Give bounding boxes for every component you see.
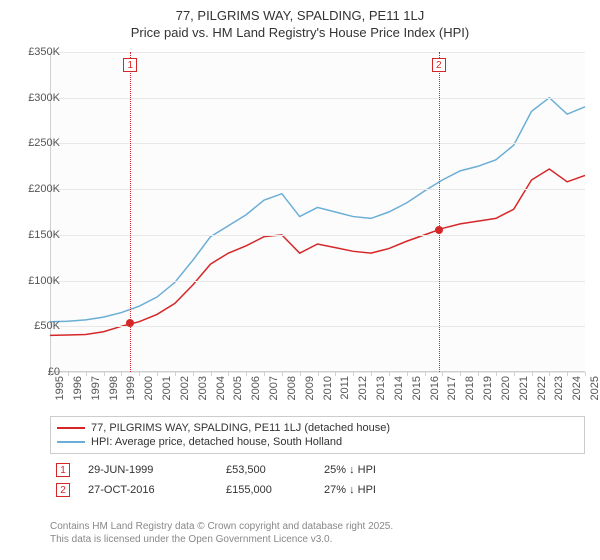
- x-tick-label: 2024: [571, 376, 583, 400]
- sales-price: £53,500: [226, 464, 306, 476]
- sale-marker-box-1: 1: [123, 58, 137, 72]
- x-tick-label: 2005: [232, 376, 244, 400]
- x-tick-label: 1995: [54, 376, 66, 400]
- sale-point-1: [126, 319, 134, 327]
- chart-title: 77, PILGRIMS WAY, SPALDING, PE11 1LJ: [0, 0, 600, 23]
- x-tick: [246, 372, 247, 376]
- legend-swatch: [57, 427, 85, 429]
- x-tick-label: 2003: [197, 376, 209, 400]
- x-tick-label: 1996: [72, 376, 84, 400]
- x-tick: [478, 372, 479, 376]
- x-tick: [175, 372, 176, 376]
- y-tick-label: £300K: [28, 92, 60, 104]
- x-tick: [460, 372, 461, 376]
- sales-diff: 27% ↓ HPI: [324, 484, 424, 496]
- x-tick-label: 1998: [108, 376, 120, 400]
- x-tick-label: 2025: [589, 376, 600, 400]
- x-tick-label: 2023: [553, 376, 565, 400]
- attribution-text: Contains HM Land Registry data © Crown c…: [50, 520, 585, 546]
- x-tick: [407, 372, 408, 376]
- x-tick-label: 2012: [357, 376, 369, 400]
- y-tick-label: £100K: [28, 275, 60, 287]
- sales-marker-2: 2: [56, 483, 70, 497]
- x-tick: [121, 372, 122, 376]
- x-tick: [532, 372, 533, 376]
- x-tick-label: 2007: [268, 376, 280, 400]
- legend-swatch: [57, 441, 85, 443]
- sales-row: 2 27-OCT-2016 £155,000 27% ↓ HPI: [50, 480, 585, 500]
- x-tick-label: 2000: [143, 376, 155, 400]
- x-tick-label: 2020: [500, 376, 512, 400]
- sales-table: 1 29-JUN-1999 £53,500 25% ↓ HPI 2 27-OCT-2016…: [50, 460, 585, 500]
- x-tick-label: 2022: [536, 376, 548, 400]
- y-tick-label: £150K: [28, 229, 60, 241]
- x-tick-label: 2009: [304, 376, 316, 400]
- y-tick-label: £350K: [28, 46, 60, 58]
- y-tick-label: £250K: [28, 137, 60, 149]
- x-tick-label: 2019: [482, 376, 494, 400]
- x-tick-label: 2010: [322, 376, 334, 400]
- x-tick-label: 2014: [393, 376, 405, 400]
- x-tick: [211, 372, 212, 376]
- chart-subtitle: Price paid vs. HM Land Registry's House …: [0, 23, 600, 44]
- x-tick-label: 1999: [125, 376, 137, 400]
- x-tick: [282, 372, 283, 376]
- sales-date: 29-JUN-1999: [88, 464, 208, 476]
- x-tick-label: 2011: [339, 376, 351, 400]
- attribution-line-2: This data is licensed under the Open Gov…: [50, 533, 585, 546]
- x-tick: [264, 372, 265, 376]
- plot-area: 12: [50, 52, 585, 372]
- x-tick: [585, 372, 586, 376]
- legend-label: HPI: Average price, detached house, Sout…: [91, 436, 342, 448]
- legend-row: 77, PILGRIMS WAY, SPALDING, PE11 1LJ (de…: [57, 421, 578, 435]
- sale-marker-box-2: 2: [432, 58, 446, 72]
- x-tick-label: 2017: [446, 376, 458, 400]
- x-tick: [68, 372, 69, 376]
- x-tick-label: 2016: [429, 376, 441, 400]
- x-tick: [496, 372, 497, 376]
- x-tick: [371, 372, 372, 376]
- x-tick: [157, 372, 158, 376]
- x-tick-label: 2015: [411, 376, 423, 400]
- y-tick-label: £200K: [28, 183, 60, 195]
- sale-vline-2: [439, 52, 440, 372]
- x-tick: [318, 372, 319, 376]
- sales-marker-1: 1: [56, 463, 70, 477]
- x-tick: [193, 372, 194, 376]
- x-tick: [549, 372, 550, 376]
- sales-date: 27-OCT-2016: [88, 484, 208, 496]
- legend-label: 77, PILGRIMS WAY, SPALDING, PE11 1LJ (de…: [91, 422, 390, 434]
- x-tick: [228, 372, 229, 376]
- x-tick: [353, 372, 354, 376]
- x-tick: [425, 372, 426, 376]
- attribution-line-1: Contains HM Land Registry data © Crown c…: [50, 520, 585, 533]
- x-tick: [50, 372, 51, 376]
- x-tick-label: 2004: [215, 376, 227, 400]
- x-tick-label: 1997: [90, 376, 102, 400]
- legend-box: 77, PILGRIMS WAY, SPALDING, PE11 1LJ (de…: [50, 416, 585, 454]
- sales-row: 1 29-JUN-1999 £53,500 25% ↓ HPI: [50, 460, 585, 480]
- chart-container: 77, PILGRIMS WAY, SPALDING, PE11 1LJ Pri…: [0, 0, 600, 560]
- x-tick: [139, 372, 140, 376]
- x-tick-label: 2013: [375, 376, 387, 400]
- sales-price: £155,000: [226, 484, 306, 496]
- x-tick: [442, 372, 443, 376]
- x-tick-label: 2001: [161, 376, 173, 400]
- x-tick: [514, 372, 515, 376]
- x-tick-label: 2002: [179, 376, 191, 400]
- x-tick: [389, 372, 390, 376]
- x-tick: [86, 372, 87, 376]
- x-tick: [567, 372, 568, 376]
- x-tick: [335, 372, 336, 376]
- sales-diff: 25% ↓ HPI: [324, 464, 424, 476]
- x-tick: [104, 372, 105, 376]
- legend-row: HPI: Average price, detached house, Sout…: [57, 435, 578, 449]
- x-tick-label: 2006: [250, 376, 262, 400]
- x-tick: [300, 372, 301, 376]
- x-tick-label: 2021: [518, 376, 530, 400]
- sale-point-2: [435, 226, 443, 234]
- x-tick-label: 2008: [286, 376, 298, 400]
- y-tick-label: £50K: [34, 320, 60, 332]
- x-tick-label: 2018: [464, 376, 476, 400]
